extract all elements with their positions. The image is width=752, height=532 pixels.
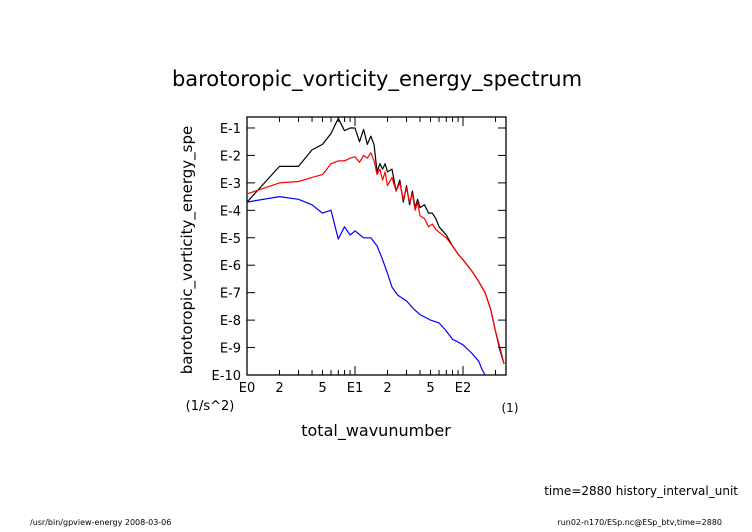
x-tick-label: E0 (239, 381, 256, 396)
y-tick-label: E-2 (220, 149, 241, 164)
y-axis-label: barotoropic_vorticity_energy_spe (178, 126, 197, 375)
x-tick-label: 5 (318, 381, 326, 396)
x-tick-label: 2 (383, 381, 391, 396)
y-tick-label: E-9 (220, 342, 241, 357)
plot-frame (246, 116, 507, 376)
x-tick-label: E1 (347, 381, 364, 396)
y-tick-label: E-10 (212, 369, 241, 384)
y-tick-label: E-3 (220, 177, 241, 192)
series-line-2 (246, 196, 486, 376)
y-tick-label: E-8 (220, 314, 241, 329)
x-tick-label: 5 (426, 381, 434, 396)
x-axis: E0 2 5 E1 2 5 E2 (239, 117, 497, 396)
y-axis-unit: (1/s^2) (186, 399, 235, 414)
x-tick-label: 2 (275, 381, 283, 396)
footer-left-note: /usr/bin/gpview-energy 2008-03-06 (30, 518, 171, 527)
series-line-1 (246, 152, 505, 365)
x-tick-label: E2 (455, 381, 472, 396)
footer-right-note: run02-n170/ESp.nc@ESp_btv,time=2880 (557, 518, 722, 527)
series-group (246, 117, 505, 376)
x-axis-unit: (1) (502, 401, 519, 415)
y-tick-label: E-7 (220, 287, 241, 302)
y-axis: E-1 E-2 E-3 E-4 E-5 E-6 E-7 E-8 E-9 E-10 (212, 122, 506, 384)
y-tick-label: E-4 (220, 204, 241, 219)
series-line-0 (246, 117, 505, 365)
chart-title: barotoropic_vorticity_energy_spectrum (172, 67, 582, 92)
y-tick-label: E-5 (220, 232, 241, 247)
time-label: time=2880 history_interval_unit (544, 484, 738, 498)
y-tick-label: E-1 (220, 122, 241, 137)
y-tick-label: E-6 (220, 259, 241, 274)
x-axis-label: total_wavunumber (301, 421, 451, 441)
